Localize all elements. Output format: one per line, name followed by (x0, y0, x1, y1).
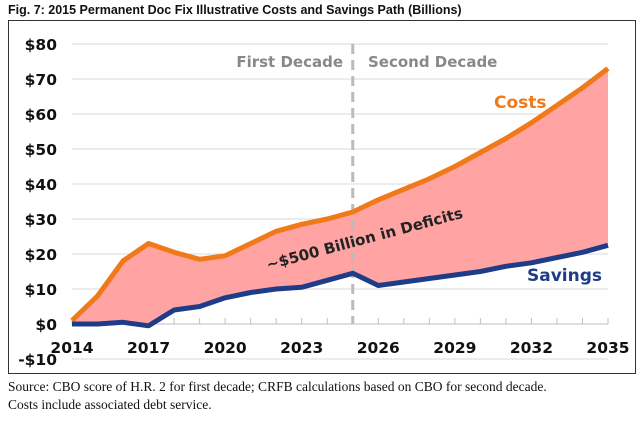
x-axis-ticks: 2014 2017 2020 2023 2026 2029 2032 2035 (50, 339, 629, 357)
annotation-costs: Costs (494, 93, 547, 113)
y-tick-label: $40 (25, 176, 58, 194)
x-tick-label: 2020 (204, 339, 247, 357)
deficit-area (72, 68, 608, 326)
x-tick-label: 2029 (433, 339, 476, 357)
x-tick-label: 2026 (357, 339, 400, 357)
y-tick-label: $20 (25, 246, 58, 264)
x-tick-label: 2023 (280, 339, 323, 357)
source-line-1: Source: CBO score of H.R. 2 for first de… (8, 379, 547, 394)
y-tick-label: $10 (25, 281, 58, 299)
series-line-costs (70, 66, 610, 323)
y-tick-label: $60 (25, 106, 58, 124)
y-tick-label: $30 (25, 211, 58, 229)
annotation-second-decade: Second Decade (368, 53, 497, 71)
series-line-savings (72, 242, 609, 329)
figure-title: Fig. 7: 2015 Permanent Doc Fix Illustrat… (8, 3, 462, 17)
y-tick-label: $50 (25, 141, 58, 159)
source-line-2: Costs include associated debt service. (8, 397, 212, 412)
x-tick-label: 2035 (586, 339, 629, 357)
x-tick-label: 2014 (50, 339, 93, 357)
chart-frame (8, 20, 636, 374)
y-tick-label: $70 (25, 71, 58, 89)
annotation-savings: Savings (527, 266, 602, 286)
annotation-first-decade: First Decade (236, 53, 343, 71)
y-tick-label: $0 (35, 316, 57, 334)
source-note: Source: CBO score of H.R. 2 for first de… (8, 378, 547, 414)
y-axis-ticks: -$10 $0 $10 $20 $30 $40 $50 $60 $70 $80 (18, 36, 57, 369)
x-tick-label: 2017 (127, 339, 170, 357)
y-tick-label: -$10 (18, 351, 57, 369)
x-tick-label: 2032 (510, 339, 553, 357)
y-tick-label: $80 (25, 36, 58, 54)
